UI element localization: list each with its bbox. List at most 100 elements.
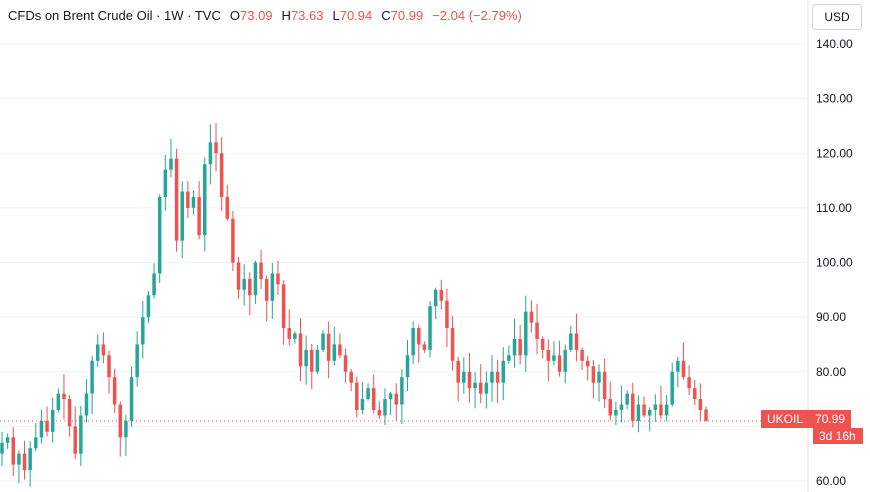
candle-body bbox=[253, 262, 258, 296]
candle-body bbox=[321, 333, 325, 350]
candle-body bbox=[39, 420, 44, 438]
candle-body bbox=[73, 426, 77, 454]
candle-body bbox=[569, 333, 573, 350]
candle-body bbox=[62, 393, 66, 400]
y-tick-label: 90.00 bbox=[816, 310, 846, 324]
candle-body bbox=[67, 399, 72, 427]
candle-body bbox=[642, 404, 646, 416]
candle-body bbox=[90, 360, 94, 394]
candle-body bbox=[647, 409, 652, 416]
candle-body bbox=[524, 311, 528, 356]
symbol-title[interactable]: CFDs on Brent Crude Oil · 1W · TVC bbox=[8, 8, 221, 23]
candle-body bbox=[507, 355, 511, 361]
candle-body bbox=[433, 289, 438, 307]
candle-body bbox=[467, 371, 472, 389]
candle-body bbox=[0, 442, 4, 454]
candle-body bbox=[405, 355, 410, 378]
candle-body bbox=[614, 409, 618, 416]
candle-body bbox=[287, 328, 291, 339]
candle-body bbox=[152, 273, 156, 296]
candle-body bbox=[653, 404, 658, 410]
close-value: 70.99 bbox=[390, 8, 424, 23]
candle-body bbox=[169, 158, 173, 170]
candle-body bbox=[692, 388, 697, 400]
candle-body bbox=[591, 366, 596, 383]
candle-body bbox=[681, 360, 686, 378]
bar-countdown: 3d 16h bbox=[813, 428, 863, 444]
currency-button[interactable]: USD bbox=[812, 4, 862, 30]
candle-body bbox=[219, 153, 224, 197]
candle-body bbox=[625, 393, 629, 405]
candle-body bbox=[146, 295, 151, 318]
price-axis[interactable]: 60.0070.0080.0090.00100.00110.00120.0013… bbox=[816, 37, 853, 488]
candle-body bbox=[664, 404, 669, 416]
candle-body bbox=[84, 393, 89, 416]
candle-body bbox=[608, 399, 613, 416]
y-tick-label: 110.00 bbox=[816, 201, 852, 215]
candle-body bbox=[478, 382, 483, 394]
candle-body bbox=[326, 333, 331, 361]
symbol-legend: CFDs on Brent Crude Oil · 1W · TVC O 73.0… bbox=[8, 8, 522, 23]
candle-body bbox=[512, 338, 517, 356]
candle-body bbox=[157, 196, 162, 274]
gridlines bbox=[0, 43, 808, 482]
candle-body bbox=[197, 196, 201, 236]
candle-body bbox=[529, 311, 534, 323]
candle-body bbox=[580, 349, 584, 361]
candle-body bbox=[484, 382, 489, 394]
candle-body bbox=[462, 371, 466, 383]
candle-body bbox=[456, 360, 460, 383]
candle-body bbox=[428, 306, 432, 350]
candle-body bbox=[631, 393, 635, 421]
open-label: O bbox=[229, 8, 240, 23]
candle-body bbox=[366, 388, 370, 400]
candle-body bbox=[112, 377, 117, 405]
candle-body bbox=[225, 196, 230, 219]
candle-body bbox=[180, 191, 184, 241]
candle-body bbox=[687, 377, 691, 389]
candle-body bbox=[129, 377, 134, 421]
candle-body bbox=[310, 349, 314, 372]
candle-body bbox=[473, 382, 477, 389]
candle-body bbox=[203, 164, 207, 236]
y-tick-label: 130.00 bbox=[816, 92, 853, 106]
candle-body bbox=[445, 300, 449, 329]
candle-body bbox=[281, 284, 286, 329]
symbol-tag: UKOIL bbox=[761, 410, 810, 428]
candle-body bbox=[332, 344, 337, 361]
candle-body bbox=[141, 317, 145, 345]
candle-body bbox=[242, 278, 246, 290]
candle-body bbox=[298, 333, 303, 367]
y-tick-label: 80.00 bbox=[816, 365, 846, 379]
high-label: H bbox=[281, 8, 291, 23]
change-value: −2.04 (−2.79%) bbox=[432, 8, 522, 23]
candle-body bbox=[214, 142, 218, 154]
candle-body bbox=[400, 377, 404, 405]
candle-body bbox=[236, 262, 241, 290]
candle-body bbox=[264, 278, 269, 301]
candle-body bbox=[174, 158, 179, 241]
candle-body bbox=[422, 344, 427, 350]
candle-body bbox=[95, 344, 100, 361]
candle-body bbox=[5, 437, 10, 443]
candle-body bbox=[34, 437, 38, 449]
candle-body bbox=[349, 371, 353, 383]
candle-body bbox=[343, 355, 348, 372]
y-tick-label: 120.00 bbox=[816, 146, 853, 160]
candle-body bbox=[417, 328, 421, 345]
candle-body bbox=[56, 393, 61, 410]
candle-body bbox=[371, 388, 376, 410]
candle-body bbox=[191, 196, 196, 208]
candle-body bbox=[495, 371, 500, 383]
candle-body bbox=[79, 415, 83, 454]
candle-body bbox=[518, 338, 522, 356]
candle-body bbox=[315, 349, 320, 372]
candle-body bbox=[546, 349, 551, 361]
last-price-value: 70.99 bbox=[809, 410, 852, 428]
candle-body bbox=[563, 349, 567, 372]
candle-body bbox=[388, 393, 393, 400]
candle-body bbox=[124, 420, 128, 438]
candle-body bbox=[676, 360, 680, 372]
candle-body bbox=[22, 453, 27, 471]
